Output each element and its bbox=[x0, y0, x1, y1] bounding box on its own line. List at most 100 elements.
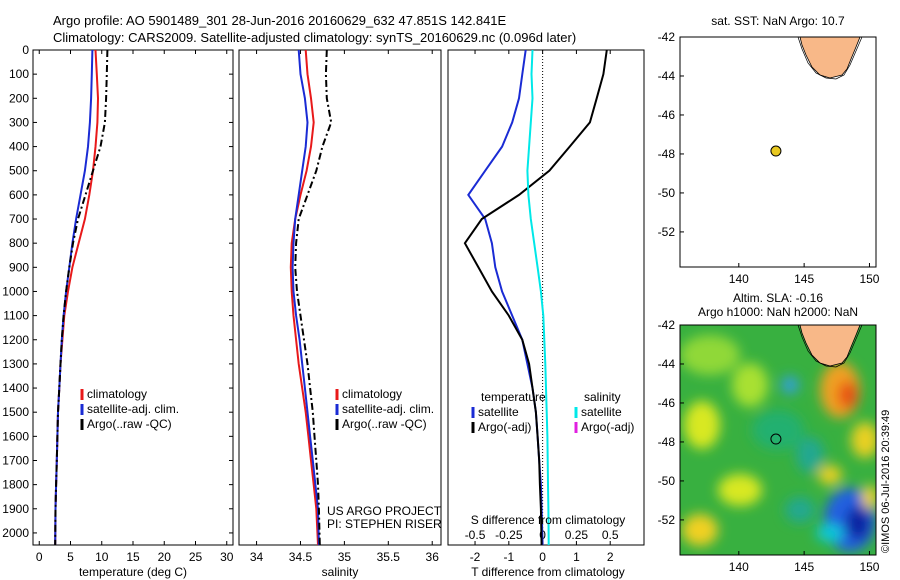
salinity-panel: 34 34.5 35 35.5 36 climatologysatellite-adj.… bbox=[238, 49, 442, 579]
map-x-tick-label: 145 bbox=[794, 560, 814, 574]
legend-label: climatology bbox=[87, 387, 147, 401]
difference-panel: -2 -1 0 1 2 -0.5 -0.25 0 0.25 0.5 temperature sa… bbox=[447, 49, 645, 579]
series-line bbox=[463, 49, 608, 546]
salinity-axes-frame bbox=[238, 49, 442, 546]
map-x-tick-label: 145 bbox=[794, 272, 814, 286]
t-difference-xlabel: T difference from climatology bbox=[471, 565, 625, 579]
x-tick-label: -2 bbox=[470, 550, 481, 564]
sst-map-panel: sat. SST: NaN Argo: 10.7 140 145 150 -42 -44… bbox=[658, 14, 880, 286]
depth-tick-label: 1600 bbox=[2, 429, 29, 443]
sla-map-title2: Argo h1000: NaN h2000: NaN bbox=[698, 305, 858, 319]
x2-tick-label: 0.5 bbox=[602, 528, 619, 542]
depth-tick-label: 1700 bbox=[2, 453, 29, 467]
difference-axes-frame bbox=[447, 49, 645, 546]
depth-tick-label: 1400 bbox=[2, 381, 29, 395]
temperature-ticks: 0 5 10 15 20 25 30 bbox=[36, 50, 234, 564]
legend-label: Argo(..raw -QC) bbox=[87, 417, 172, 431]
depth-tick-label: 0 bbox=[22, 43, 29, 57]
pi-annotation: PI: STEPHEN RISER bbox=[327, 517, 442, 531]
x-tick-label: 35.5 bbox=[377, 550, 401, 564]
x2-tick-label: -0.5 bbox=[465, 528, 486, 542]
salinity-series bbox=[289, 49, 333, 546]
depth-tick-label: 1000 bbox=[2, 284, 29, 298]
s-difference-ticks: -0.5 -0.25 0 0.25 0.5 bbox=[465, 528, 619, 542]
depth-tick-label: 100 bbox=[9, 67, 29, 81]
figure-title-line1: Argo profile: AO 5901489_301 28-Jun-2016… bbox=[53, 13, 507, 28]
temperature-axes-frame bbox=[32, 49, 234, 546]
salinity-xlabel: salinity bbox=[322, 565, 359, 579]
depth-tick-label: 1100 bbox=[3, 309, 29, 323]
legend-label: climatology bbox=[342, 387, 402, 401]
series-line bbox=[526, 49, 550, 546]
temperature-series bbox=[54, 49, 109, 546]
legend-label: satellite-adj. clim. bbox=[87, 402, 179, 416]
series-line bbox=[289, 49, 319, 546]
x-tick-label: 2 bbox=[607, 550, 614, 564]
series-line bbox=[294, 49, 333, 546]
x-tick-label: 0 bbox=[36, 550, 43, 564]
depth-tick-label: 600 bbox=[9, 188, 29, 202]
float-marker bbox=[770, 145, 782, 157]
x-tick-label: 34.5 bbox=[289, 550, 313, 564]
x-tick-label: 36 bbox=[426, 550, 440, 564]
x-tick-label: 15 bbox=[126, 550, 140, 564]
map-y-tick-label: -50 bbox=[658, 186, 676, 200]
depth-tick-label: 1300 bbox=[2, 357, 29, 371]
legend-label: Argo(-adj) bbox=[478, 420, 531, 434]
x-tick-label: 35 bbox=[338, 550, 352, 564]
sla-map-frame bbox=[679, 324, 877, 556]
tasmania-land-sla bbox=[799, 325, 861, 367]
map-y-tick-label: -44 bbox=[658, 357, 676, 371]
map-y-tick-label: -52 bbox=[658, 225, 676, 239]
sst-map-title: sat. SST: NaN Argo: 10.7 bbox=[711, 14, 845, 28]
map-y-tick-label: -50 bbox=[658, 474, 676, 488]
map-y-tick-label: -48 bbox=[658, 147, 676, 161]
depth-tick-label: 1200 bbox=[2, 333, 29, 347]
x-tick-label: 25 bbox=[189, 550, 203, 564]
map-y-tick-label: -44 bbox=[658, 69, 676, 83]
x-tick-label: 20 bbox=[158, 550, 172, 564]
difference-series bbox=[463, 49, 608, 546]
x-tick-label: -1 bbox=[503, 550, 514, 564]
tasmania-land bbox=[799, 37, 861, 79]
temperature-panel: 0100200300400500600700800900100011001200… bbox=[2, 43, 644, 579]
map-x-tick-label: 150 bbox=[859, 560, 879, 574]
x-tick-label: 5 bbox=[67, 550, 74, 564]
map-x-tick-label: 140 bbox=[729, 560, 749, 574]
legend-salinity-title: salinity bbox=[584, 390, 621, 404]
legend-label: satellite bbox=[478, 405, 519, 419]
imos-credit: ©IMOS 06-Jul-2016 20:39:49 bbox=[880, 410, 892, 553]
float-marker-sla bbox=[770, 433, 782, 445]
depth-contour-sla bbox=[797, 325, 863, 368]
depth-tick-label: 1500 bbox=[2, 405, 29, 419]
depth-tick-label: 800 bbox=[9, 236, 29, 250]
sla-field bbox=[680, 335, 876, 552]
s-difference-xlabel: S difference from climatology bbox=[471, 513, 626, 527]
legend-label: satellite-adj. clim. bbox=[342, 402, 434, 416]
sst-map-ticks: 140 145 150 -42 -44 -46 -48 -50 -52 bbox=[658, 30, 880, 286]
map-y-tick-label: -42 bbox=[658, 318, 676, 332]
project-annotation: US ARGO PROJECT bbox=[327, 504, 442, 518]
x2-tick-label: -0.25 bbox=[495, 528, 523, 542]
depth-tick-label: 2000 bbox=[2, 526, 29, 540]
x2-tick-label: 0.25 bbox=[565, 528, 589, 542]
depth-tick-label: 700 bbox=[9, 212, 29, 226]
depth-tick-label: 200 bbox=[9, 91, 29, 105]
depth-tick-label: 500 bbox=[9, 164, 29, 178]
depth-tick-label: 400 bbox=[9, 140, 29, 154]
legend-label: Argo(-adj) bbox=[581, 420, 634, 434]
x-tick-label: 10 bbox=[95, 550, 109, 564]
map-x-tick-label: 140 bbox=[729, 272, 749, 286]
map-y-tick-label: -46 bbox=[658, 108, 676, 122]
map-y-tick-label: -46 bbox=[658, 396, 676, 410]
series-line bbox=[291, 49, 320, 546]
map-x-tick-label: 150 bbox=[859, 272, 879, 286]
sla-map-panel: Altim. SLA: -0.16 Argo h1000: NaN h2000:… bbox=[658, 291, 892, 574]
salinity-ticks: 34 34.5 35 35.5 36 bbox=[250, 50, 439, 564]
map-y-tick-label: -48 bbox=[658, 435, 676, 449]
sla-map-area bbox=[680, 325, 876, 555]
x-tick-label: 1 bbox=[573, 550, 580, 564]
